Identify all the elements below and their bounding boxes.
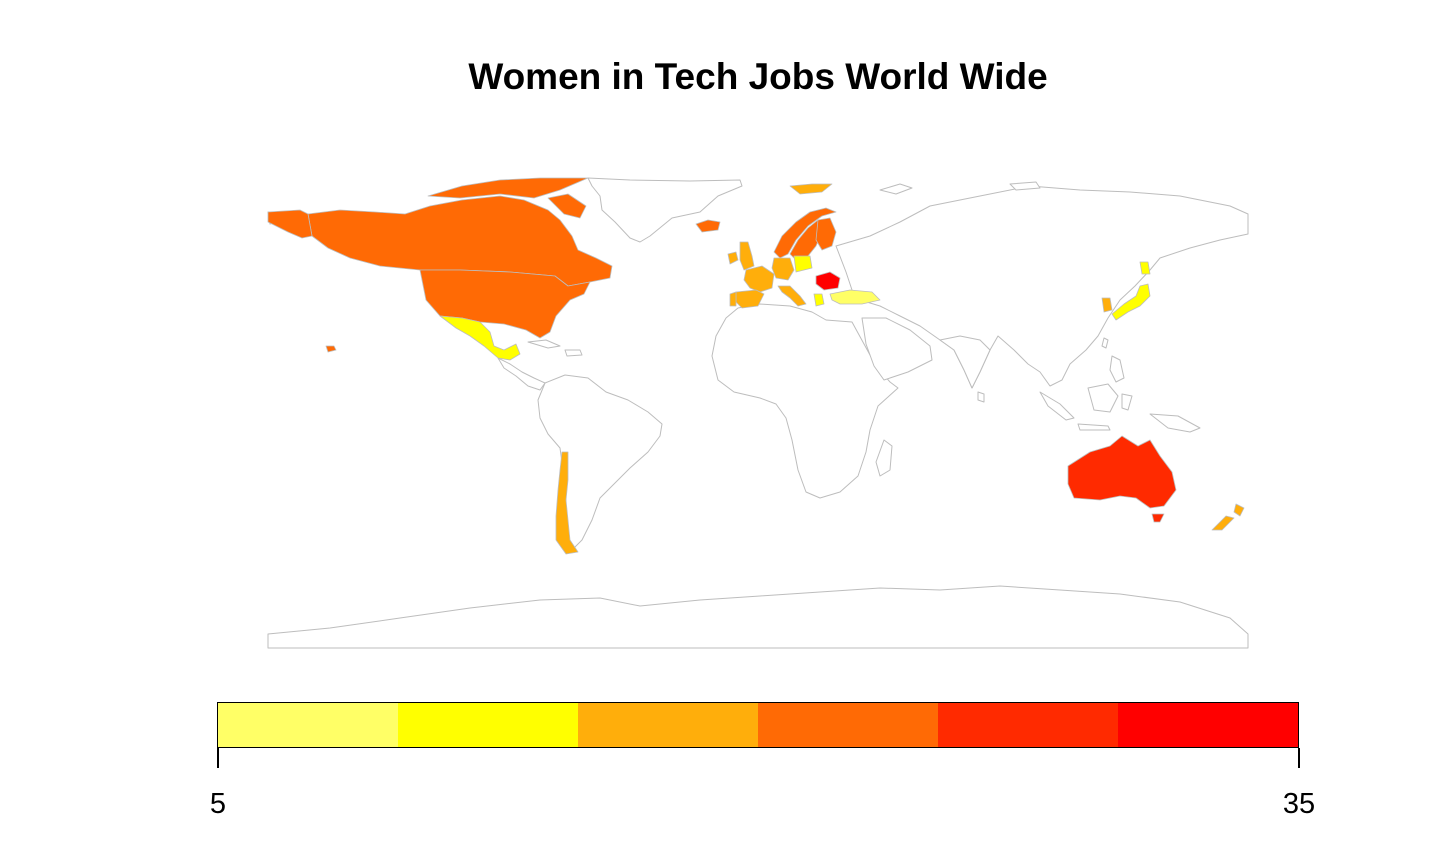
region-romania: [815, 271, 841, 291]
legend-tick-max: [1298, 748, 1300, 768]
madagascar-outline: [875, 439, 893, 477]
color-legend: [217, 702, 1299, 748]
region-germany: [771, 257, 795, 281]
central-america-outline: [497, 357, 546, 391]
cuba-outline: [527, 339, 561, 349]
region-new-zealand: [1211, 503, 1245, 531]
region-japan: [1111, 261, 1151, 321]
map-title: Women in Tech Jobs World Wide: [468, 56, 1048, 97]
legend-swatch-5: [1118, 703, 1298, 747]
region-ireland: [727, 251, 739, 265]
legend-swatch-4: [938, 703, 1118, 747]
region-iceland: [695, 219, 721, 233]
south-america-outline: [537, 374, 663, 551]
region-finland: [815, 217, 837, 251]
philippines-outline: [1109, 355, 1125, 383]
region-mexico: [439, 315, 521, 361]
legend-tick-min: [217, 748, 219, 768]
hispaniola-outline: [564, 349, 583, 357]
region-canada-islands: [427, 177, 589, 199]
legend-swatch-1: [398, 703, 578, 747]
region-greece: [813, 293, 825, 307]
sulawesi-outline: [1121, 393, 1133, 411]
india-outline: [939, 335, 991, 389]
region-france: [743, 265, 775, 293]
legend-max-label: 35: [1282, 788, 1316, 820]
region-australia: [1067, 435, 1177, 509]
legend-swatch-2: [578, 703, 758, 747]
region-norway: [773, 207, 837, 259]
arabia-outline: [861, 317, 933, 381]
region-turkey: [829, 289, 881, 305]
sumatra-outline: [1039, 391, 1075, 421]
region-canada-baffin: [547, 193, 587, 219]
antarctica-outline: [267, 585, 1249, 649]
region-chile: [555, 451, 579, 555]
arctic-island-2: [1009, 181, 1041, 191]
region-poland: [793, 255, 813, 273]
greenland-outline: [587, 177, 743, 243]
region-canada: [307, 195, 613, 287]
sri-lanka-outline: [977, 391, 985, 403]
land-outlines: [267, 177, 1249, 649]
legend-swatch-3: [758, 703, 938, 747]
eurasia-outline: [835, 185, 1249, 389]
region-italy: [777, 285, 807, 307]
borneo-outline: [1087, 383, 1119, 413]
region-south-korea: [1101, 297, 1113, 313]
taiwan-outline: [1101, 337, 1109, 349]
arctic-island-1: [879, 183, 913, 195]
africa-outline: [711, 303, 899, 499]
legend-swatch-0: [218, 703, 398, 747]
legend-min-label: 5: [209, 788, 227, 820]
region-united-kingdom: [739, 241, 755, 271]
region-hawaii: [325, 345, 337, 353]
java-outline: [1077, 423, 1111, 431]
data-regions: [267, 177, 1245, 555]
new-guinea-outline: [1149, 413, 1201, 433]
region-alaska: [267, 209, 313, 239]
region-tasmania: [1151, 513, 1165, 523]
region-portugal: [729, 291, 737, 307]
region-svalbard: [789, 183, 833, 195]
